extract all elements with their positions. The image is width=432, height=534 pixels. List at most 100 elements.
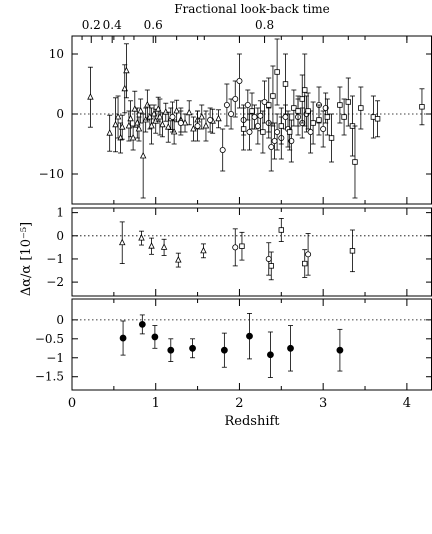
- top-data-point: [302, 87, 308, 93]
- top-data-point: [316, 117, 322, 123]
- top-data-point: [291, 105, 297, 111]
- top-data-point: [215, 114, 222, 122]
- panel-bottom: 0 −0.5 −1 −1.5 0 1 2 3 4: [35, 298, 432, 411]
- bottom-data-point: [151, 333, 159, 341]
- top-data-point: [251, 114, 258, 121]
- bottom-data-point: [246, 332, 253, 340]
- top-data-point: [268, 143, 275, 150]
- top-data-point: [352, 159, 358, 165]
- top-data-point: [131, 105, 139, 112]
- top-data-point: [106, 129, 113, 136]
- top-data-point: [148, 121, 155, 129]
- top-data-point: [358, 105, 364, 111]
- bottom-ytick-label: −1.5: [35, 370, 64, 384]
- middle-ytick-label: 0: [56, 229, 64, 243]
- top-data-point: [282, 114, 289, 121]
- middle-data-point: [265, 255, 272, 262]
- bottom-data-point: [287, 344, 294, 352]
- top-data-point: [177, 120, 184, 127]
- middle-data-point: [305, 251, 312, 258]
- top-data-point: [152, 117, 159, 124]
- top-data-point: [266, 102, 272, 108]
- bottom-frame: [71, 298, 432, 391]
- top-axis-tick-label: 0.2: [82, 18, 101, 32]
- bottom-data-point: [138, 321, 146, 328]
- top-axis-title: Fractional look-back time: [174, 2, 330, 16]
- top-data-point: [260, 129, 266, 135]
- top-data-point: [270, 93, 276, 99]
- top-data-point: [118, 123, 126, 130]
- top-ytick-label: 10: [49, 47, 64, 61]
- top-data-point: [274, 128, 281, 135]
- top-ytick-label: 0: [56, 107, 64, 121]
- top-ytick-label: −10: [39, 167, 64, 181]
- x-tick-label: 3: [319, 396, 327, 411]
- top-data-point: [190, 124, 197, 132]
- top-data-point: [137, 106, 144, 114]
- panel-top: −10 0 10: [39, 35, 432, 205]
- top-data-point: [345, 99, 351, 105]
- top-data-point: [139, 151, 147, 159]
- top-data-point: [249, 108, 255, 114]
- top-data-point: [374, 116, 381, 122]
- bottom-data-point: [336, 346, 344, 354]
- middle-data-point: [148, 242, 155, 249]
- x-tick-label: 4: [403, 396, 411, 411]
- middle-ytick-label: −1: [46, 252, 64, 266]
- middle-data-point: [268, 263, 274, 269]
- top-data-point: [307, 128, 314, 135]
- top-data-point: [246, 128, 253, 135]
- top-data-point: [324, 114, 331, 120]
- top-data-point: [328, 135, 335, 141]
- top-data-point: [295, 108, 301, 114]
- middle-data-point: [175, 256, 182, 263]
- bottom-data-point: [267, 351, 274, 359]
- top-data-point: [320, 126, 327, 133]
- x-tick-label: 2: [235, 396, 243, 411]
- top-data-point: [114, 112, 122, 120]
- top-data-point: [87, 93, 94, 100]
- top-data-point: [135, 124, 143, 132]
- top-data-point: [278, 123, 285, 129]
- top-data-point: [198, 112, 206, 120]
- top-data-point: [419, 104, 425, 110]
- y-axis-label: Δα/α [10⁻⁵]: [19, 222, 34, 296]
- top-data-point: [305, 108, 311, 114]
- middle-data-point: [138, 234, 145, 241]
- top-data-point: [228, 111, 235, 118]
- bottom-data-point: [189, 344, 196, 352]
- bottom-data-point: [220, 346, 228, 354]
- middle-data-point: [302, 260, 308, 267]
- x-tick-label: 0: [68, 396, 76, 411]
- top-data-point: [169, 114, 176, 121]
- top-data-point: [257, 112, 264, 119]
- top-data-point: [244, 102, 251, 109]
- top-data-point: [207, 117, 214, 124]
- bottom-data-point: [167, 346, 175, 354]
- top-data-point: [286, 129, 293, 135]
- top-data-point: [219, 146, 226, 153]
- top-data-point: [185, 108, 193, 116]
- top-axis-tick-label: 0.6: [144, 18, 163, 32]
- top-data-point: [310, 120, 316, 126]
- panel-middle: 1 0 −1 −2: [46, 206, 432, 297]
- top-data-point: [232, 96, 239, 103]
- middle-data-point: [232, 244, 239, 251]
- top-data-point: [162, 108, 170, 115]
- top-data-point: [254, 123, 261, 130]
- bottom-ytick-label: 0: [56, 313, 64, 327]
- top-axis-tick-label: 0.8: [255, 18, 274, 32]
- top-data-point: [123, 66, 130, 74]
- top-data-point: [202, 121, 210, 129]
- top-data-point: [173, 106, 180, 114]
- top-data-point: [159, 120, 166, 128]
- x-tick-label: 1: [152, 396, 160, 411]
- top-data-point: [337, 102, 343, 108]
- top-data-point: [240, 126, 247, 132]
- middle-frame: [71, 207, 432, 297]
- middle-data-point: [200, 246, 207, 254]
- top-data-point: [274, 69, 280, 75]
- top-data-point: [127, 114, 134, 122]
- middle-data-point: [118, 238, 126, 246]
- middle-data-point: [160, 243, 168, 250]
